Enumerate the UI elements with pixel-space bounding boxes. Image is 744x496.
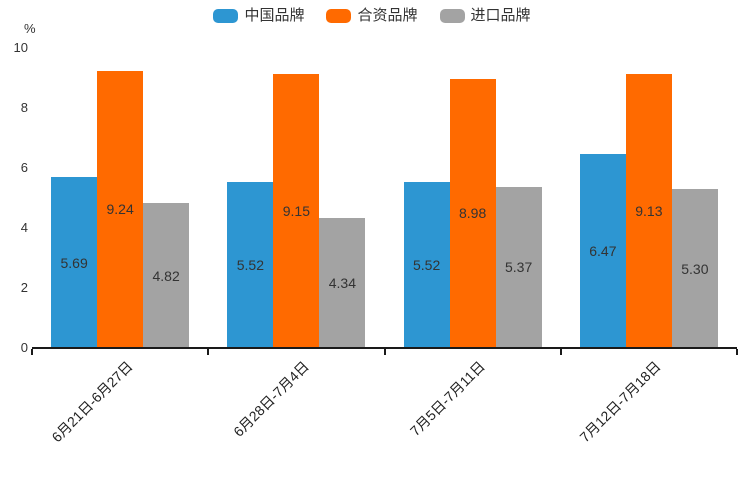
y-axis-tick-label: 2 <box>20 280 28 295</box>
bar-进口品牌-3 <box>671 189 718 348</box>
bar-value-label: 5.69 <box>60 254 88 271</box>
bar-合资品牌-3 <box>625 74 672 348</box>
y-axis-unit-label: % <box>24 21 36 36</box>
y-axis-tick-label: 8 <box>20 100 28 115</box>
bar-value-label: 5.30 <box>681 260 709 277</box>
legend-item-2[interactable]: 进口品牌 <box>439 7 531 24</box>
x-axis-category-label: 6月28日-7月4日 <box>229 358 312 440</box>
legend-label: 中国品牌 <box>244 7 305 24</box>
bar-进口品牌-1 <box>319 217 366 348</box>
bar-value-label: 6.47 <box>589 242 617 259</box>
bar-value-label: 9.15 <box>282 202 310 219</box>
bar-value-label: 4.82 <box>152 267 180 284</box>
bar-合资品牌-1 <box>273 73 320 348</box>
legend-item-0[interactable]: 中国品牌 <box>213 8 304 24</box>
chart-legend: 中国品牌 合资品牌 进口品牌 <box>0 8 744 24</box>
y-axis-tick-label: 10 <box>13 40 28 55</box>
legend-swatch-icon <box>326 9 352 23</box>
bar-value-label: 8.98 <box>459 205 487 222</box>
x-axis-tick <box>559 349 562 355</box>
legend-item-1[interactable]: 合资品牌 <box>326 7 418 24</box>
bar-value-label: 9.24 <box>106 201 134 218</box>
x-axis-category-label: 7月12日-7月18日 <box>576 358 665 446</box>
legend-label: 进口品牌 <box>470 7 531 24</box>
x-axis-category-label: 7月5日-7月11日 <box>406 358 488 440</box>
bar-中国品牌-0 <box>51 177 98 348</box>
bar-合资品牌-0 <box>97 70 144 348</box>
legend-swatch-icon <box>213 9 239 23</box>
x-axis-category-label: 6月21日-6月27日 <box>48 358 136 446</box>
bar-中国品牌-3 <box>579 153 626 348</box>
bar-合资品牌-2 <box>449 78 496 348</box>
bar-进口品牌-2 <box>495 186 542 348</box>
bar-value-label: 9.13 <box>635 203 663 220</box>
x-axis-tick <box>736 349 738 355</box>
y-axis-tick-label: 4 <box>20 220 28 235</box>
bar-value-label: 4.34 <box>328 274 356 291</box>
bar-中国品牌-2 <box>403 182 450 348</box>
bar-value-label: 5.52 <box>413 257 441 274</box>
y-axis-tick-label: 0 <box>20 340 28 355</box>
bar-value-label: 5.52 <box>236 257 264 274</box>
legend-label: 合资品牌 <box>357 7 418 24</box>
bar-中国品牌-1 <box>227 182 274 348</box>
x-axis-tick <box>207 349 210 355</box>
x-axis-tick <box>31 349 33 355</box>
x-axis-line <box>32 347 737 349</box>
x-axis-tick <box>383 349 386 355</box>
legend-swatch-icon <box>439 9 465 23</box>
bar-value-label: 5.37 <box>505 259 533 276</box>
y-axis-tick-label: 6 <box>20 160 28 175</box>
bar-进口品牌-0 <box>143 203 190 348</box>
